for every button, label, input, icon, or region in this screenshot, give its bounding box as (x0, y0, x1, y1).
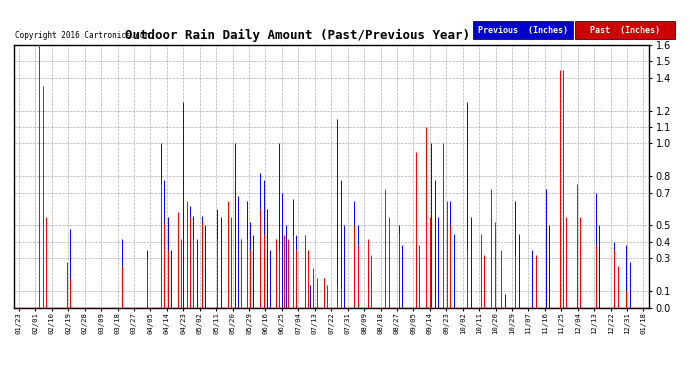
Text: Copyright 2016 Cartronics.com: Copyright 2016 Cartronics.com (15, 31, 149, 40)
Text: Past  (Inches): Past (Inches) (590, 26, 660, 35)
Text: Previous  (Inches): Previous (Inches) (477, 26, 568, 35)
Title: Outdoor Rain Daily Amount (Past/Previous Year) 20160123: Outdoor Rain Daily Amount (Past/Previous… (125, 29, 538, 42)
